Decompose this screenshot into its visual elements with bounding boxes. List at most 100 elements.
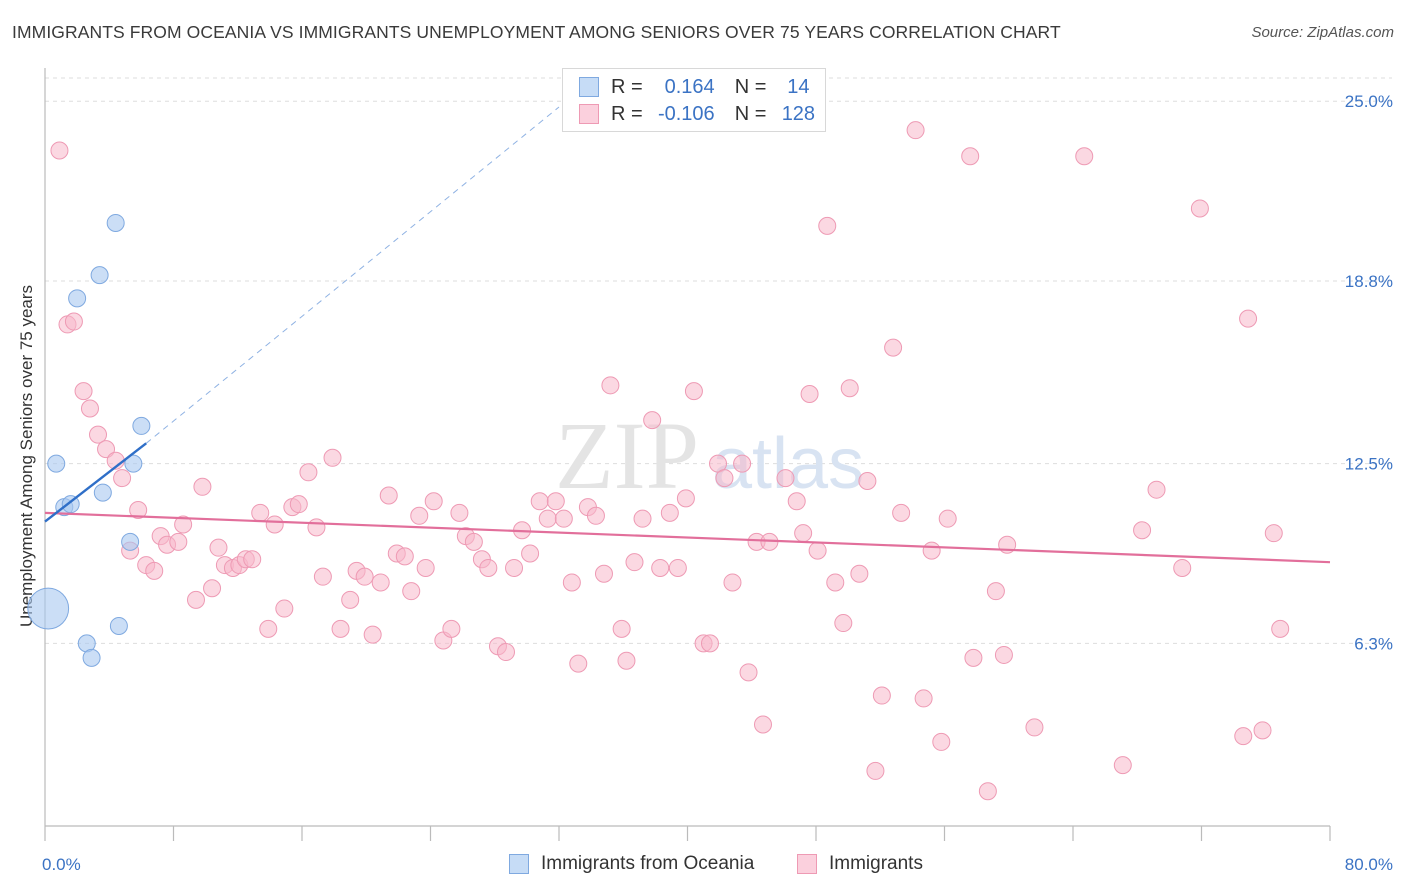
immigrants-point (113, 469, 132, 488)
oceania-point (82, 648, 101, 667)
legend-row-oceania: R = 0.164 N = 14 (579, 75, 818, 99)
immigrants-point (395, 547, 414, 566)
immigrants-point (331, 619, 350, 638)
oceania-point (47, 454, 66, 473)
immigrants-point (243, 550, 262, 569)
legend-item-oceania: Immigrants from Oceania (509, 852, 754, 876)
immigrants-point (186, 590, 205, 609)
immigrants-point (450, 503, 469, 522)
immigrants-point (1264, 524, 1283, 543)
immigrants-point (1147, 480, 1166, 499)
immigrants-point (850, 564, 869, 583)
immigrants-point (1239, 309, 1258, 328)
immigrants-point (858, 471, 877, 490)
immigrants-point (424, 492, 443, 511)
oceania-point (61, 495, 80, 514)
legend-row-immigrants: R = -0.106 N = 128 (579, 102, 818, 126)
immigrants-point (323, 448, 342, 467)
immigrants-point (174, 515, 193, 534)
immigrants-point (787, 492, 806, 511)
oceania-trendline (44, 442, 147, 523)
r-label: R = (611, 75, 643, 98)
immigrants-point (818, 216, 837, 235)
immigrants-point (932, 732, 951, 751)
immigrants-point (723, 573, 742, 592)
immigrants-point (355, 567, 374, 586)
r-value: 0.164 (664, 75, 715, 98)
r-value: -0.106 (657, 102, 715, 125)
r-label: R = (611, 102, 643, 125)
y-tick-label: 18.8% (1345, 272, 1393, 291)
oceania-trendline-extension (145, 106, 560, 444)
immigrants-point (1025, 718, 1044, 737)
immigrants-point (530, 492, 549, 511)
immigrants-point (1190, 199, 1209, 218)
immigrants-point (371, 573, 390, 592)
immigrants-point (978, 782, 997, 801)
immigrants-point (834, 614, 853, 633)
n-value: 128 (781, 102, 816, 125)
immigrants-point (1173, 558, 1192, 577)
immigrants-point (684, 382, 703, 401)
immigrants-point (569, 654, 588, 673)
immigrants-point (402, 582, 421, 601)
oceania-point (93, 483, 112, 502)
immigrants-point (275, 599, 294, 618)
immigrants-point (938, 509, 957, 528)
immigrants-point (994, 645, 1013, 664)
x-tick-label: 80.0% (1345, 855, 1393, 874)
immigrants-point (363, 625, 382, 644)
immigrants-point (299, 463, 318, 482)
immigrants-point (840, 379, 859, 398)
immigrants-point (884, 338, 903, 357)
immigrants-point (906, 121, 925, 140)
immigrants-point (554, 509, 573, 528)
n-value: 14 (787, 75, 810, 98)
immigrants-point (1133, 521, 1152, 540)
immigrants-point (808, 541, 827, 560)
immigrants-point (50, 141, 69, 160)
immigrants-point (739, 663, 758, 682)
immigrants-point (193, 477, 212, 496)
immigrants-point (80, 399, 99, 418)
immigrants-point (341, 590, 360, 609)
immigrants-point (145, 561, 164, 580)
watermark-zip: ZIP (555, 402, 699, 509)
immigrants-point (64, 312, 83, 331)
immigrants-point (826, 573, 845, 592)
tick-labels: 6.3% 12.5% 18.8% 25.0% 0.0% 80.0% (42, 92, 1393, 874)
immigrants-point (676, 489, 695, 508)
immigrants-point (668, 558, 687, 577)
immigrants-point (612, 619, 631, 638)
immigrants-point (505, 558, 524, 577)
y-tick-label: 6.3% (1354, 634, 1393, 653)
immigrants-point (307, 518, 326, 537)
oceania-point (132, 416, 151, 435)
immigrants-point (660, 503, 679, 522)
n-label: N = (734, 75, 767, 98)
immigrants-point (794, 524, 813, 543)
immigrants-point (961, 147, 980, 166)
oceania-point (124, 454, 143, 473)
immigrants-point (129, 500, 148, 519)
immigrants-point (521, 544, 540, 563)
immigrants-legend-swatch (797, 854, 817, 874)
immigrants-point (259, 619, 278, 638)
oceania-point (68, 289, 87, 308)
immigrants-point (866, 761, 885, 780)
immigrants-point (89, 425, 108, 444)
immigrants-point (1234, 727, 1253, 746)
axes (44, 68, 1331, 841)
correlation-legend: R = 0.164 N = 14 R = -0.106 N = 128 (562, 68, 826, 132)
immigrants-point (97, 440, 116, 459)
immigrants-point (922, 541, 941, 560)
oceania-point (109, 616, 128, 635)
immigrants-point (479, 558, 498, 577)
legend-item-immigrants: Immigrants (797, 852, 923, 876)
oceania-swatch (579, 77, 599, 97)
immigrants-point (251, 503, 270, 522)
immigrants-point (265, 515, 284, 534)
oceania-legend-swatch (509, 854, 529, 874)
immigrants-point (464, 532, 483, 551)
immigrants-point (416, 558, 435, 577)
